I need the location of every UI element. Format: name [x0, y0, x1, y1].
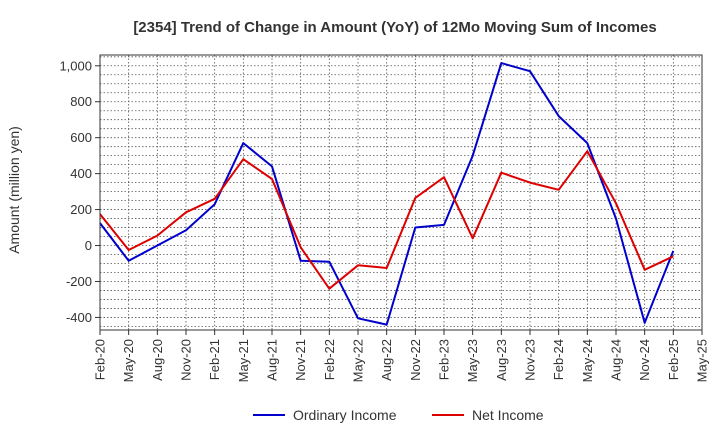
- y-tick-label: -200: [66, 274, 92, 289]
- x-tick-label: Feb-20: [93, 339, 108, 380]
- y-tick-label: 800: [70, 94, 92, 109]
- x-tick-label: Nov-24: [637, 339, 652, 381]
- x-tick-label: Nov-22: [408, 339, 423, 381]
- x-tick-label: Aug-22: [379, 339, 394, 381]
- y-ticks: -400 -200 0 200 400 600 800 1,000: [59, 58, 100, 325]
- chart-title: [2354] Trend of Change in Amount (YoY) o…: [133, 19, 656, 36]
- x-tick-label: Aug-24: [609, 339, 624, 381]
- y-tick-label: 0: [85, 238, 92, 253]
- x-tick-label: Nov-23: [523, 339, 538, 381]
- series-line-net-income: [99, 150, 674, 290]
- grid: [99, 55, 703, 330]
- x-tick-label: Feb-21: [207, 339, 222, 380]
- x-tick-label: Feb-23: [437, 339, 452, 380]
- x-tick-label: Aug-21: [265, 339, 280, 381]
- x-tick-label: May-22: [351, 339, 366, 382]
- y-tick-label: 400: [70, 166, 92, 181]
- y-tick-label: 600: [70, 130, 92, 145]
- x-tick-label: May-21: [236, 339, 251, 382]
- x-tick-label: May-23: [465, 339, 480, 382]
- x-tick-label: May-24: [580, 339, 595, 382]
- x-tick-label: Nov-20: [179, 339, 194, 381]
- x-tick-label: Aug-23: [494, 339, 509, 381]
- y-tick-label: 200: [70, 202, 92, 217]
- y-tick-label: -400: [66, 310, 92, 325]
- legend-label: Ordinary Income: [293, 407, 397, 423]
- x-tick-label: Feb-25: [666, 339, 681, 380]
- series-layer: [99, 62, 675, 326]
- series-line-ordinary-income: [99, 62, 675, 326]
- y-axis-label: Amount (million yen): [6, 126, 22, 254]
- plot-frame: [99, 54, 703, 331]
- x-tick-label: Nov-21: [293, 339, 308, 381]
- x-ticks: Feb-20 May-20 Aug-20 Nov-20 Feb-21 May-21 Aug-…: [93, 330, 710, 382]
- y-tick-label: 1,000: [59, 58, 92, 73]
- x-tick-label: Feb-22: [322, 339, 337, 380]
- legend-label: Net Income: [472, 407, 544, 423]
- x-tick-label: Aug-20: [150, 339, 165, 381]
- x-tick-label: May-20: [121, 339, 136, 382]
- x-tick-label: Feb-24: [551, 339, 566, 380]
- legend: Ordinary Income Net Income: [253, 407, 544, 423]
- x-tick-label: May-25: [695, 339, 710, 382]
